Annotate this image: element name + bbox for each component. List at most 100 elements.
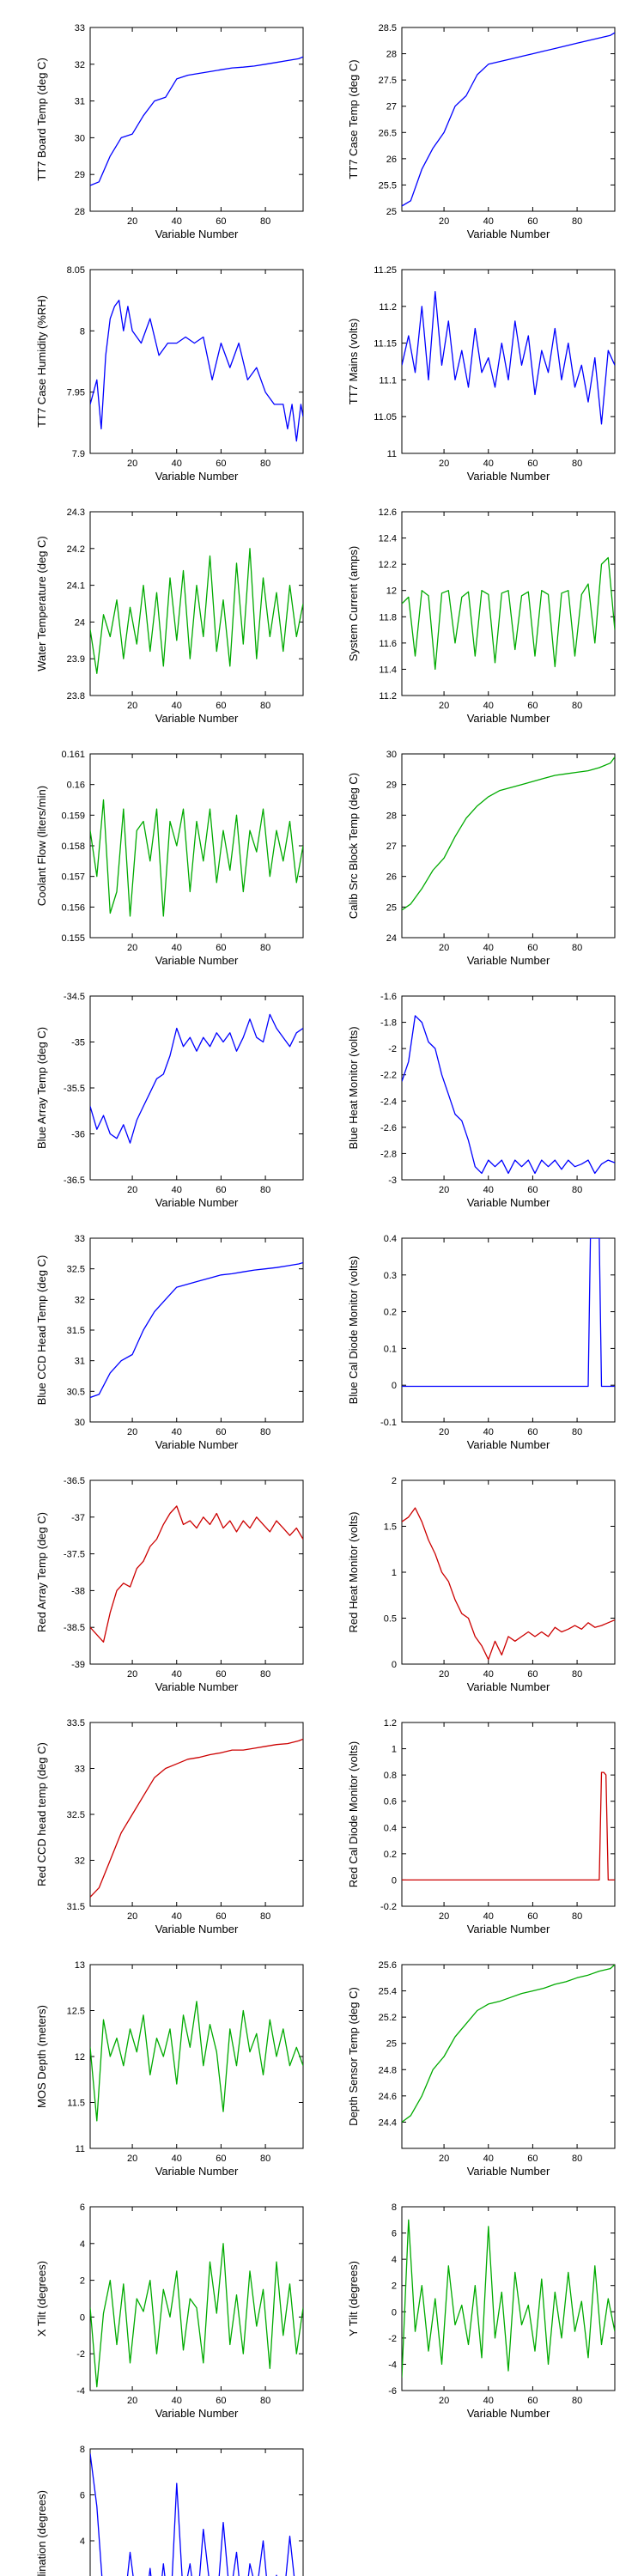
chart-panel-12: -0.1 0 0.1 0.2 0.3 0.4 20 40 60 80 Variable Number… — [347, 1234, 616, 1451]
series-line — [402, 2219, 615, 2378]
x-tick-label: 60 — [527, 1669, 538, 1680]
x-tick-label: 80 — [260, 2154, 270, 2164]
chart-panel-19: -4 -2 0 2 4 6 20 40 60 80 Variable Number X Tilt (d… — [35, 2202, 304, 2420]
y-tick-label: 2 — [392, 1476, 397, 1486]
x-tick-label: 80 — [572, 1427, 582, 1437]
y-tick-label: 0.156 — [61, 902, 85, 913]
x-tick-label: 60 — [527, 459, 538, 469]
y-axis-label: TT7 Case Temp (deg C) — [347, 59, 360, 179]
y-tick-label: -2.6 — [380, 1123, 397, 1133]
y-tick-label: 0.2 — [384, 1850, 397, 1860]
plot-frame — [89, 1237, 304, 1423]
chart-panel-11: 30 30.5 31 31.5 32 32.5 33 20 40 60 80 Variable Num… — [35, 1234, 304, 1451]
x-tick-label: 80 — [572, 216, 582, 227]
x-tick-label: 40 — [483, 1669, 494, 1680]
y-tick-label: -6 — [388, 2386, 397, 2397]
y-tick-label: 0.4 — [384, 1823, 397, 1833]
x-tick-label: 20 — [127, 2154, 137, 2164]
x-tick-label: 80 — [572, 1911, 582, 1922]
y-tick-label: 32 — [75, 1856, 85, 1867]
y-tick-label: 11.6 — [379, 639, 397, 649]
x-tick-label: 20 — [439, 1669, 449, 1680]
x-axis-label: Variable Number — [467, 2165, 550, 2178]
y-tick-label: 4 — [80, 2537, 85, 2547]
x-axis-label: Variable Number — [155, 2407, 239, 2420]
x-tick-label: 20 — [439, 1427, 449, 1437]
plot-frame — [89, 1722, 304, 1907]
x-tick-label: 20 — [127, 1185, 137, 1195]
y-tick-label: 0.8 — [384, 1771, 397, 1781]
chart-panel-7: 0.155 0.156 0.157 0.158 0.159 0.16 0.161 20 40 60… — [35, 750, 304, 967]
x-axis-label: Variable Number — [467, 228, 550, 240]
y-tick-label: 6 — [392, 2229, 397, 2239]
chart-panel-17: 11 11.5 12 12.5 13 20 40 60 80 Variable Number MOS… — [35, 1960, 304, 2178]
plot-frame — [89, 1479, 304, 1665]
series-line — [90, 1738, 303, 1898]
plot-frame — [401, 1722, 616, 1907]
series-line — [402, 32, 615, 207]
series-line — [402, 556, 615, 671]
x-tick-label: 60 — [527, 1185, 538, 1195]
y-tick-label: 27.5 — [379, 76, 397, 86]
x-tick-label: 20 — [439, 701, 449, 711]
y-tick-label: 28 — [386, 50, 397, 60]
plot-frame — [401, 1237, 616, 1423]
y-tick-label: -39 — [71, 1660, 85, 1670]
y-tick-label: 0.1 — [384, 1344, 397, 1354]
y-tick-label: 26 — [386, 155, 397, 165]
y-tick-label: 0.5 — [384, 1614, 397, 1625]
series-line — [90, 2243, 303, 2388]
x-axis-label: Variable Number — [155, 2165, 239, 2178]
x-tick-label: 40 — [483, 1911, 494, 1922]
y-tick-label: 26.5 — [379, 128, 397, 138]
plot-frame — [401, 1964, 616, 2149]
y-tick-label: 0.4 — [384, 1234, 397, 1244]
y-tick-label: 25.6 — [379, 1960, 397, 1971]
y-tick-label: 33 — [75, 23, 85, 33]
y-tick-label: 27 — [386, 841, 397, 852]
y-tick-label: 1 — [392, 1745, 397, 1755]
y-tick-label: 32 — [75, 60, 85, 70]
x-tick-label: 40 — [172, 2154, 182, 2164]
y-tick-label: 31.5 — [67, 1326, 85, 1336]
series-line — [90, 548, 303, 674]
x-tick-label: 40 — [172, 1427, 182, 1437]
y-tick-label: 25 — [386, 902, 397, 913]
y-tick-label: -37.5 — [64, 1550, 85, 1560]
x-tick-label: 20 — [439, 2396, 449, 2406]
chart-panel-5: 23.8 23.9 24 24.1 24.2 24.3 20 40 60 80 Variable N… — [35, 507, 304, 725]
y-tick-label: 1.2 — [384, 1718, 397, 1728]
y-tick-label: 30 — [75, 133, 85, 143]
series-line — [90, 1261, 303, 1399]
series-line — [90, 56, 303, 186]
x-tick-label: 40 — [483, 1185, 494, 1195]
y-tick-label: 25 — [386, 2039, 397, 2050]
y-tick-label: 24 — [75, 617, 85, 628]
y-tick-label: 12.5 — [67, 2007, 85, 2017]
y-tick-label: 23.8 — [67, 691, 85, 702]
x-tick-label: 20 — [127, 216, 137, 227]
y-tick-label: 25.2 — [379, 2013, 397, 2023]
y-tick-label: -36.5 — [64, 1476, 85, 1486]
x-tick-label: 60 — [216, 1669, 226, 1680]
y-tick-label: 11.2 — [379, 691, 397, 702]
plot-frame — [89, 753, 304, 939]
x-tick-label: 60 — [216, 1427, 226, 1437]
chart-panel-9: -36.5 -36 -35.5 -35 -34.5 20 40 60 80 Variable Nu… — [35, 992, 304, 1209]
y-tick-label: 0.6 — [384, 1797, 397, 1807]
y-tick-label: 0.158 — [61, 841, 85, 852]
y-tick-label: 0.2 — [384, 1308, 397, 1318]
x-tick-label: 80 — [260, 1185, 270, 1195]
y-tick-label: 2 — [80, 2276, 85, 2287]
y-tick-label: 30 — [75, 1418, 85, 1428]
chart-panel-6: 11.2 11.4 11.6 11.8 12 12.2 12.4 12.6 20 40 60 80 Va… — [347, 507, 616, 725]
x-tick-label: 60 — [527, 2396, 538, 2406]
plot-frame — [89, 2448, 304, 2576]
y-tick-label: 28.5 — [379, 23, 397, 33]
series-line — [402, 1507, 615, 1661]
x-axis-label: Variable Number — [467, 954, 550, 967]
x-tick-label: 80 — [260, 701, 270, 711]
y-tick-label: 8 — [392, 2202, 397, 2213]
